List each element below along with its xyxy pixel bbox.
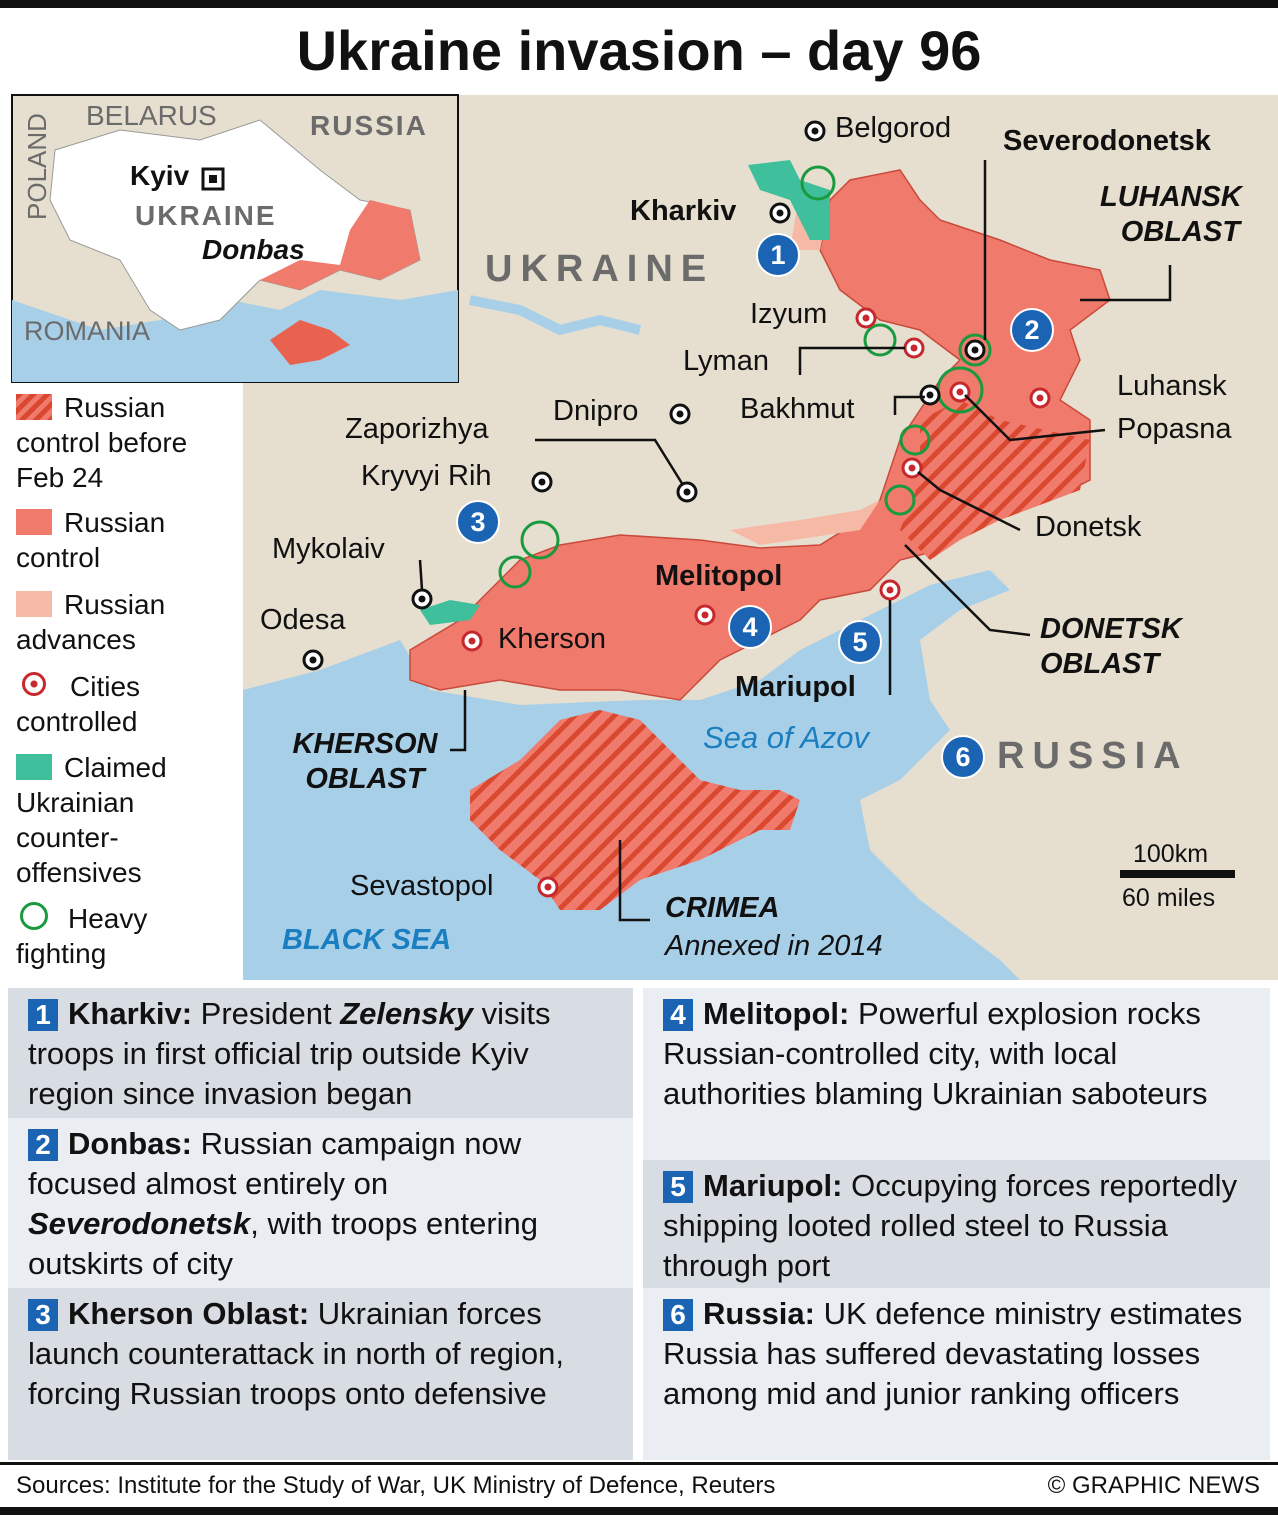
legend-label: Claimed Ukrainian counter-offensives	[16, 752, 167, 888]
title: Ukraine invasion – day 96	[296, 19, 982, 82]
panel-heading: Russia:	[703, 1296, 815, 1331]
panel-heading: Donbas:	[68, 1126, 192, 1161]
panel-number: 5	[663, 1171, 693, 1203]
donbas-pre-feb	[900, 400, 1090, 560]
city-label: Kherson	[498, 623, 607, 655]
sources: Sources: Institute for the Study of War,…	[16, 1472, 776, 1499]
marker: 1	[756, 233, 800, 277]
marker: 4	[728, 605, 772, 649]
news-panel: 6 Russia: UK defence ministry estimates R…	[643, 1288, 1270, 1460]
scale-label: 100km	[1133, 840, 1209, 868]
top-bar	[0, 0, 1278, 8]
scale-bar	[1120, 870, 1235, 878]
marker: 2	[1010, 308, 1054, 352]
panel-emphasis: Zelensky	[340, 996, 473, 1031]
city-label: Melitopol	[655, 560, 783, 592]
region-label: KHERSON OBLAST	[292, 728, 438, 795]
panel-text: UK defence ministry estimates Russia has…	[663, 1296, 1243, 1411]
inset-label: UKRAINE	[135, 200, 277, 231]
panel-heading: Kharkiv:	[68, 996, 193, 1031]
panel-text: visits troops in first official trip out…	[28, 996, 551, 1111]
sea-label: BLACK SEA	[282, 924, 452, 956]
inset-label: Donbas	[202, 234, 305, 265]
news-panel: 1 Kharkiv: President Zelensky visits troo…	[8, 988, 633, 1118]
legend-label: Russian advances	[16, 589, 166, 655]
inset-label: ROMANIA	[24, 316, 151, 346]
panel-text: Occupying forces reportedly shipping loo…	[663, 1168, 1238, 1283]
panel-heading: Kherson Oblast:	[68, 1296, 310, 1331]
panel-text: Powerful explosion rocks Russian-control…	[663, 996, 1208, 1111]
city-label: Kharkiv	[630, 195, 737, 227]
panel-heading: Melitopol:	[703, 996, 850, 1031]
crimea-area	[470, 710, 800, 910]
news-panel: 2 Donbas: Russian campaign now focused al…	[8, 1118, 633, 1288]
city-label: Popasna	[1117, 413, 1232, 445]
region-label: CRIMEA	[665, 892, 780, 924]
credit: © GRAPHIC NEWS	[1047, 1472, 1260, 1499]
leader-lines	[418, 160, 1172, 922]
marker: 3	[456, 500, 500, 544]
city-label: Mykolaiv	[272, 533, 385, 565]
legend-item: Russian advances	[16, 587, 241, 657]
legend-item: Claimed Ukrainian counter-offensives	[16, 750, 241, 890]
panel-number: 3	[28, 1299, 58, 1331]
city-label: Luhansk	[1117, 370, 1227, 402]
city-label: Bakhmut	[740, 393, 855, 425]
news-panel: 4 Melitopol: Powerful explosion rocks Rus…	[643, 988, 1270, 1160]
panel-text: Ukrainian forces launch counterattack in…	[28, 1296, 564, 1411]
scale-label: 60 miles	[1122, 884, 1216, 912]
panel-text: President	[192, 996, 341, 1031]
legend-label: Heavy fighting	[16, 903, 148, 969]
city-label: Sevastopol	[350, 870, 494, 902]
panel-number: 4	[663, 999, 693, 1031]
legend-item: Russian control	[16, 505, 241, 575]
legend-item: Heavy fighting	[16, 901, 241, 971]
panel-number: 6	[663, 1299, 693, 1331]
country-label: RUSSIA	[997, 735, 1189, 777]
panel-heading: Mariupol:	[703, 1168, 843, 1203]
city-label: Zaporizhya	[345, 413, 489, 445]
panel-number: 2	[28, 1129, 58, 1161]
city-dots	[302, 120, 1051, 898]
region-note: Annexed in 2014	[665, 930, 883, 962]
inset-label: BELARUS	[86, 100, 217, 131]
inset-label: POLAND	[22, 113, 52, 220]
inset-label: RUSSIA	[310, 110, 428, 141]
news-panel: 3 Kherson Oblast: Ukrainian forces launch…	[8, 1288, 633, 1460]
news-panel: 5 Mariupol: Occupying forces reportedly s…	[643, 1160, 1270, 1288]
footer-rule	[0, 1462, 1278, 1465]
bottom-bar	[0, 1507, 1278, 1515]
panel-emphasis: Severodonetsk	[28, 1206, 251, 1241]
marker: 5	[838, 620, 882, 664]
region-label: DONETSK OBLAST	[1040, 613, 1182, 680]
legend-label: Russian control before Feb 24	[16, 392, 188, 493]
panel-text: Russian campaign now focused almost enti…	[28, 1126, 522, 1201]
city-label: Dnipro	[553, 395, 639, 427]
legend-item: Russian control before Feb 24	[16, 390, 241, 495]
city-label: Odesa	[260, 604, 346, 636]
marker: 6	[941, 735, 985, 779]
legend-item: Cities controlled	[16, 669, 241, 739]
city-label: Kryvyi Rih	[361, 460, 492, 492]
country-label: UKRAINE	[485, 248, 715, 290]
city-label: Mariupol	[735, 671, 856, 703]
sea-label: Sea of Azov	[703, 720, 870, 755]
region-label: LUHANSK OBLAST	[1100, 181, 1242, 248]
city-label: Izyum	[750, 298, 828, 330]
city-label: Severodonetsk	[1003, 125, 1211, 157]
russian-advances	[730, 190, 880, 545]
city-label: Lyman	[683, 345, 769, 377]
city-label: Belgorod	[835, 112, 952, 144]
legend-label: Russian control	[16, 507, 166, 573]
panel-text: , with troops entering outskirts of city	[28, 1206, 539, 1281]
city-label: Donetsk	[1035, 511, 1142, 543]
panel-number: 1	[28, 999, 58, 1031]
inset-label: Kyiv	[130, 160, 190, 191]
legend-label: Cities controlled	[16, 671, 141, 737]
